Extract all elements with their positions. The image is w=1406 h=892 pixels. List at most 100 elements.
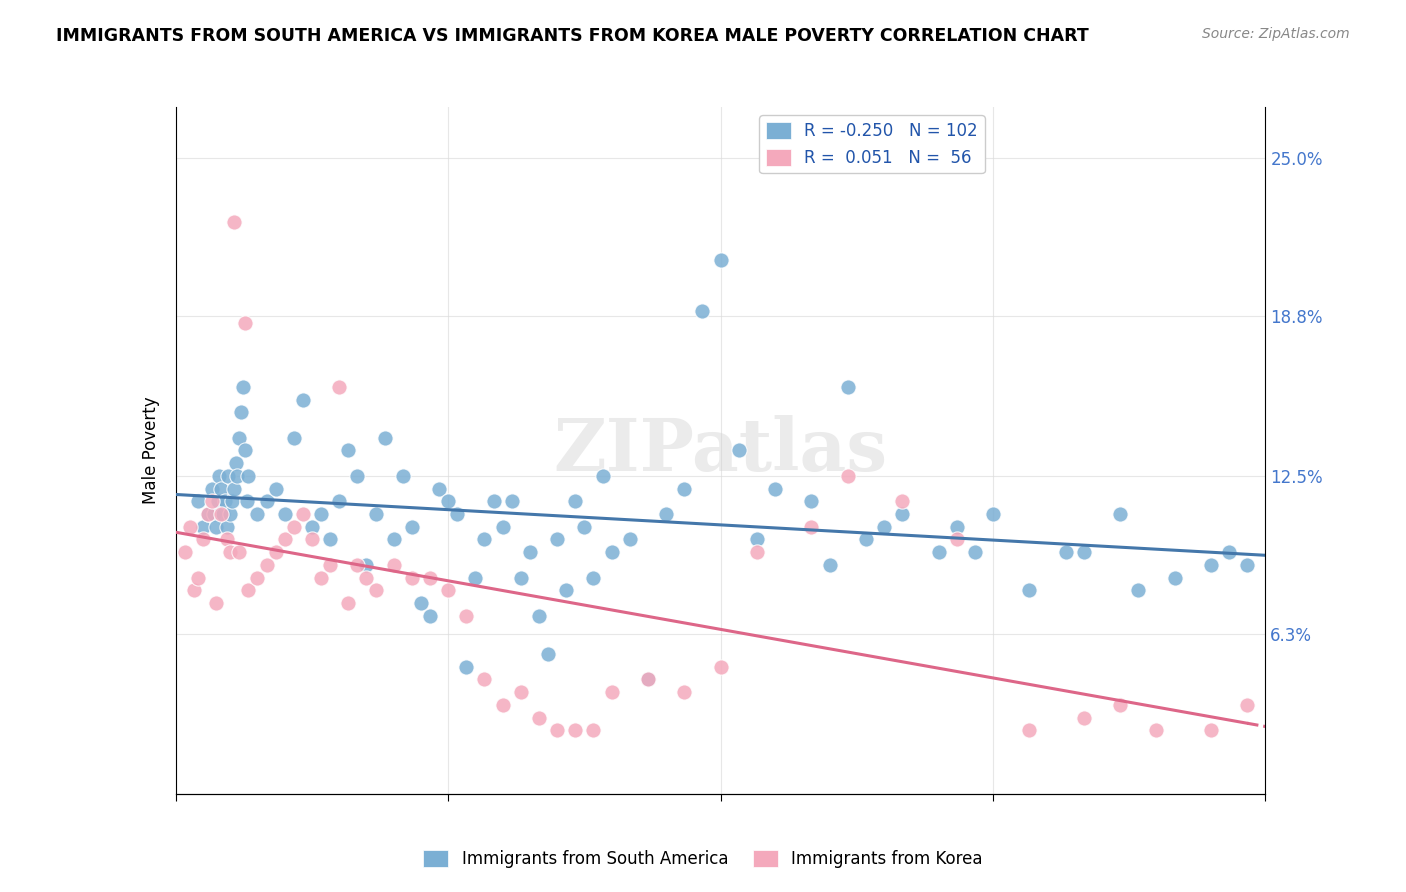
Point: [207, 494, 229, 508]
Point: [208, 469, 231, 483]
Point: [221, 494, 243, 508]
Point: [231, 405, 253, 419]
Point: [301, 520, 323, 534]
Point: [456, 659, 478, 673]
Point: [238, 583, 260, 598]
Point: [219, 507, 242, 521]
Point: [419, 571, 441, 585]
Point: [364, 507, 387, 521]
Point: [582, 571, 605, 585]
Point: [309, 507, 332, 521]
Point: [546, 533, 568, 547]
Point: [212, 507, 235, 521]
Point: [401, 520, 423, 534]
Point: [337, 596, 360, 610]
Point: [546, 723, 568, 738]
Point: [215, 520, 238, 534]
Point: [619, 533, 641, 547]
Point: [1236, 698, 1258, 712]
Point: [692, 303, 714, 318]
Point: [217, 469, 239, 483]
Point: [201, 494, 224, 508]
Point: [337, 443, 360, 458]
Point: [1073, 710, 1095, 724]
Point: [291, 392, 314, 407]
Point: [1109, 698, 1132, 712]
Point: [209, 507, 232, 521]
Point: [222, 482, 245, 496]
Text: IMMIGRANTS FROM SOUTH AMERICA VS IMMIGRANTS FROM KOREA MALE POVERTY CORRELATION : IMMIGRANTS FROM SOUTH AMERICA VS IMMIGRA…: [56, 27, 1090, 45]
Point: [328, 494, 350, 508]
Point: [928, 545, 950, 559]
Point: [509, 571, 531, 585]
Point: [1109, 507, 1132, 521]
Point: [191, 533, 214, 547]
Point: [186, 571, 209, 585]
Point: [391, 469, 413, 483]
Point: [437, 583, 460, 598]
Point: [800, 494, 823, 508]
Point: [501, 494, 523, 508]
Point: [191, 520, 214, 534]
Point: [1199, 558, 1222, 572]
Point: [197, 507, 219, 521]
Point: [364, 583, 387, 598]
Point: [818, 558, 841, 572]
Point: [283, 431, 305, 445]
Point: [256, 558, 278, 572]
Point: [328, 380, 350, 394]
Point: [346, 558, 368, 572]
Point: [963, 545, 986, 559]
Point: [1054, 545, 1077, 559]
Point: [233, 443, 256, 458]
Point: [474, 533, 496, 547]
Point: [186, 494, 209, 508]
Point: [456, 608, 478, 623]
Point: [226, 469, 249, 483]
Point: [346, 469, 368, 483]
Point: [873, 520, 896, 534]
Point: [1199, 723, 1222, 738]
Point: [179, 520, 201, 534]
Point: [409, 596, 432, 610]
Point: [446, 507, 468, 521]
Text: ZIPatlas: ZIPatlas: [554, 415, 887, 486]
Point: [574, 520, 596, 534]
Point: [214, 494, 236, 508]
Point: [891, 507, 914, 521]
Point: [173, 545, 195, 559]
Point: [202, 507, 225, 521]
Point: [228, 431, 250, 445]
Point: [492, 698, 515, 712]
Point: [745, 533, 768, 547]
Text: Source: ZipAtlas.com: Source: ZipAtlas.com: [1202, 27, 1350, 41]
Point: [1163, 571, 1185, 585]
Point: [382, 558, 405, 572]
Point: [382, 533, 405, 547]
Point: [509, 685, 531, 699]
Point: [600, 685, 623, 699]
Point: [204, 596, 226, 610]
Point: [264, 545, 287, 559]
Point: [655, 507, 678, 521]
Point: [356, 558, 378, 572]
Point: [222, 214, 245, 228]
Point: [673, 482, 696, 496]
Point: [283, 520, 305, 534]
Point: [710, 252, 733, 267]
Point: [763, 482, 786, 496]
Point: [204, 520, 226, 534]
Point: [274, 533, 297, 547]
Point: [235, 494, 257, 508]
Point: [527, 608, 550, 623]
Point: [319, 558, 342, 572]
Point: [219, 545, 242, 559]
Point: [564, 723, 586, 738]
Point: [291, 507, 314, 521]
Point: [837, 469, 859, 483]
Point: [1236, 558, 1258, 572]
Point: [945, 520, 967, 534]
Point: [1146, 723, 1168, 738]
Point: [401, 571, 423, 585]
Point: [464, 571, 486, 585]
